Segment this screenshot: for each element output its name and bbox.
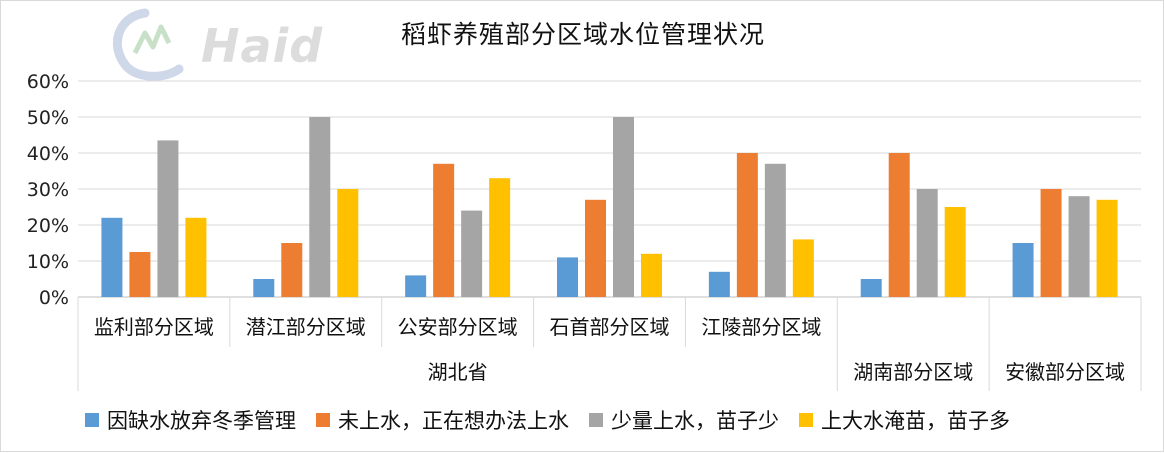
legend-label: 上大水淹苗，苗子多 [821, 409, 1010, 433]
bar [916, 189, 938, 297]
legend-item: 少量上水，苗子少 [589, 405, 779, 435]
bar [309, 117, 331, 297]
legend-label: 因缺水放弃冬季管理 [107, 409, 296, 433]
bar [1040, 189, 1062, 297]
x-category-label: 湖南部分区域 [853, 360, 973, 384]
bar [888, 153, 910, 297]
y-tick-label: 40% [27, 143, 69, 165]
haid-logo-watermark: Haid [105, 7, 345, 81]
bar [557, 257, 578, 297]
y-tick-label: 30% [27, 179, 69, 201]
bar [792, 239, 814, 297]
legend-swatch [799, 413, 813, 427]
y-tick-label: 60% [27, 71, 69, 93]
y-tick-label: 10% [27, 251, 69, 273]
bar [708, 271, 730, 297]
legend-label: 少量上水，苗子少 [611, 409, 779, 433]
legend: 因缺水放弃冬季管理 未上水，正在想办法上水 少量上水，苗子少 上大水淹苗，苗子多 [85, 406, 1010, 434]
bar [1096, 199, 1118, 297]
legend-swatch [316, 413, 330, 427]
legend-swatch [85, 413, 99, 427]
legend-item: 因缺水放弃冬季管理 [85, 405, 296, 435]
bar [281, 243, 303, 297]
bar [736, 153, 758, 297]
x-category-label: 安徽部分区域 [1005, 360, 1125, 384]
bar [613, 117, 634, 297]
x-category-label: 石首部分区域 [550, 315, 670, 339]
bar [1012, 243, 1034, 297]
bar [101, 217, 123, 297]
bar [641, 253, 662, 297]
bar [944, 207, 966, 297]
legend-item: 上大水淹苗，苗子多 [799, 405, 1010, 435]
legend-item: 未上水，正在想办法上水 [316, 405, 569, 435]
bar [405, 275, 427, 297]
bar [433, 163, 455, 297]
bar [337, 189, 359, 297]
bar [585, 199, 606, 297]
y-tick-label: 20% [27, 215, 69, 237]
y-tick-label: 50% [27, 107, 69, 129]
chart-title: 稻虾养殖部分区域水位管理状况 [400, 20, 765, 49]
x-category-label: 监利部分区域 [94, 315, 214, 339]
bar [489, 178, 511, 297]
bar [129, 252, 151, 297]
bar [185, 217, 207, 297]
bar [764, 163, 786, 297]
y-tick-label: 0% [39, 287, 69, 309]
watermark-text: Haid [201, 19, 324, 73]
bar [253, 279, 275, 297]
x-category-label: 公安部分区域 [398, 315, 518, 339]
bar [157, 140, 179, 297]
x-group-label: 湖北省 [428, 360, 488, 384]
x-category-label: 江陵部分区域 [701, 315, 821, 339]
bar [1068, 196, 1090, 297]
x-category-label: 潜江部分区域 [246, 315, 366, 339]
bar [860, 279, 882, 297]
legend-swatch [589, 413, 603, 427]
legend-label: 未上水，正在想办法上水 [338, 409, 569, 433]
haid-logo-mark [112, 8, 184, 81]
bar [461, 210, 483, 297]
